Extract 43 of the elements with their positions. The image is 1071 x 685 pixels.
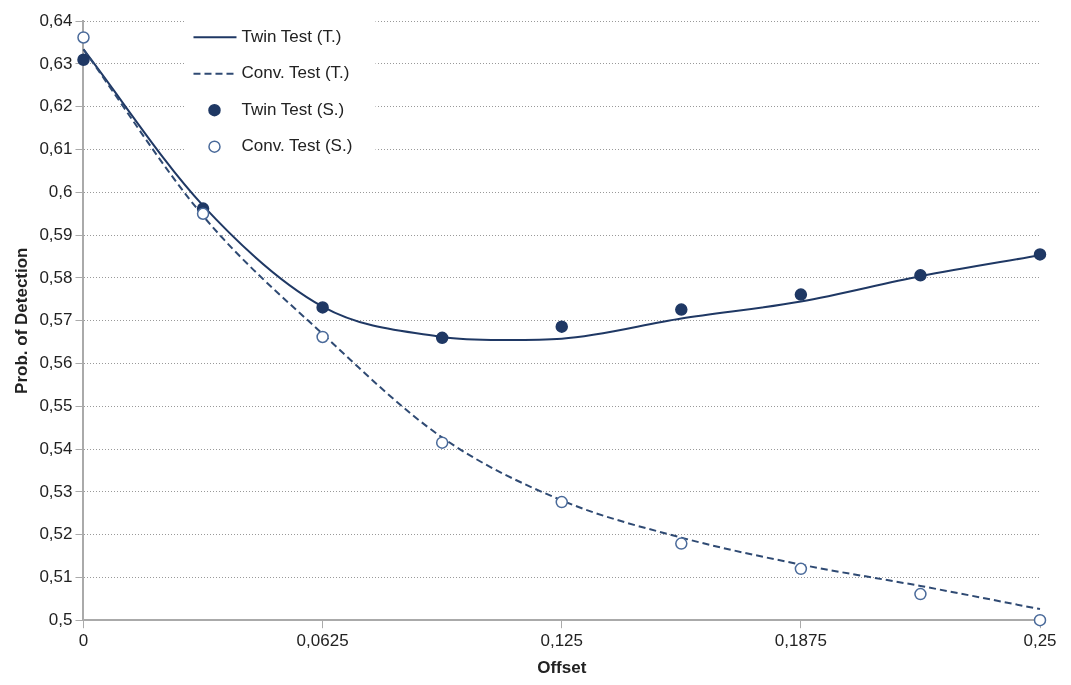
point — [435, 331, 449, 345]
y-tick-label: 0,56 — [39, 353, 73, 373]
point — [316, 301, 329, 314]
y-tick-label: 0,5 — [48, 609, 73, 629]
y-tick-label: 0,53 — [39, 481, 73, 501]
point — [914, 269, 927, 282]
point — [794, 288, 808, 301]
y-tick-label: 0,59 — [39, 224, 73, 244]
y-tick-label: 0,64 — [39, 10, 73, 30]
y-tick-label: 0,52 — [39, 524, 73, 544]
y-tick-label: 0,57 — [39, 310, 73, 330]
y-tick-label: 0,54 — [39, 438, 73, 458]
x-tick-label: 0,25 — [1023, 631, 1057, 651]
y-tick-label: 0,51 — [39, 567, 73, 587]
y-tick-label: 0,6 — [48, 182, 73, 202]
x-tick-label: 0,125 — [540, 631, 584, 651]
point — [435, 436, 449, 449]
legend-label: Twin Test (S.) — [241, 99, 345, 119]
x-tick-label: 0,0625 — [296, 631, 349, 651]
x-tick-label: 0 — [78, 631, 89, 651]
point — [77, 31, 90, 44]
x-tick-label: 0,1875 — [774, 631, 827, 651]
point — [196, 207, 210, 220]
y-tick-label: 0,61 — [39, 139, 73, 159]
point — [555, 495, 568, 509]
x-axis-title: Offset — [537, 658, 587, 678]
point — [675, 537, 688, 550]
legend-label: Conv. Test (T.) — [241, 63, 350, 83]
point — [555, 320, 568, 333]
line-series — [82, 48, 1041, 611]
point — [914, 587, 927, 601]
y-tick-label: 0,62 — [39, 96, 73, 116]
y-tick-label: 0,55 — [39, 395, 73, 415]
y-tick-label: 0,58 — [39, 267, 73, 287]
y-axis-title: Prob. of Detection — [11, 247, 31, 394]
point — [77, 53, 90, 66]
point — [316, 330, 329, 344]
legend-label: Twin Test (T.) — [241, 26, 342, 46]
y-tick-label: 0,63 — [39, 53, 73, 73]
point — [794, 562, 808, 576]
point — [1033, 248, 1047, 261]
legend-label: Conv. Test (S.) — [241, 136, 353, 156]
point — [675, 303, 688, 316]
